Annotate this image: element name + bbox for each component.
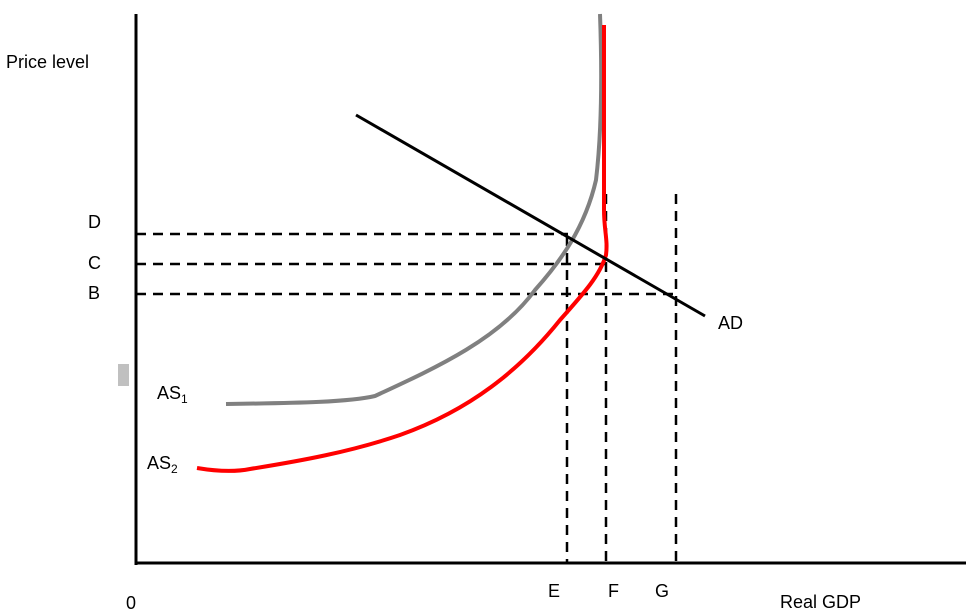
as1-label: AS1 xyxy=(157,383,188,406)
gray-marker xyxy=(118,364,129,386)
as2-label: AS2 xyxy=(147,453,178,476)
ad-line xyxy=(355,113,706,318)
as2-label-sub: 2 xyxy=(171,462,178,476)
y-axis-label: Price level xyxy=(6,52,89,72)
price-label-c: C xyxy=(88,253,101,273)
origin-label: 0 xyxy=(126,593,136,613)
as2-label-main: AS xyxy=(147,453,171,473)
as1-label-sub: 1 xyxy=(181,392,188,406)
x-axis-label: Real GDP xyxy=(780,592,861,612)
price-label-d: D xyxy=(88,212,101,232)
ad-label: AD xyxy=(718,313,743,333)
as1-label-main: AS xyxy=(157,383,181,403)
as2-curve xyxy=(196,25,609,473)
output-label-e: E xyxy=(548,581,560,601)
price-label-b: B xyxy=(88,283,100,303)
output-label-f: F xyxy=(608,581,619,601)
as1-curve xyxy=(225,13,604,406)
output-label-g: G xyxy=(655,581,669,601)
